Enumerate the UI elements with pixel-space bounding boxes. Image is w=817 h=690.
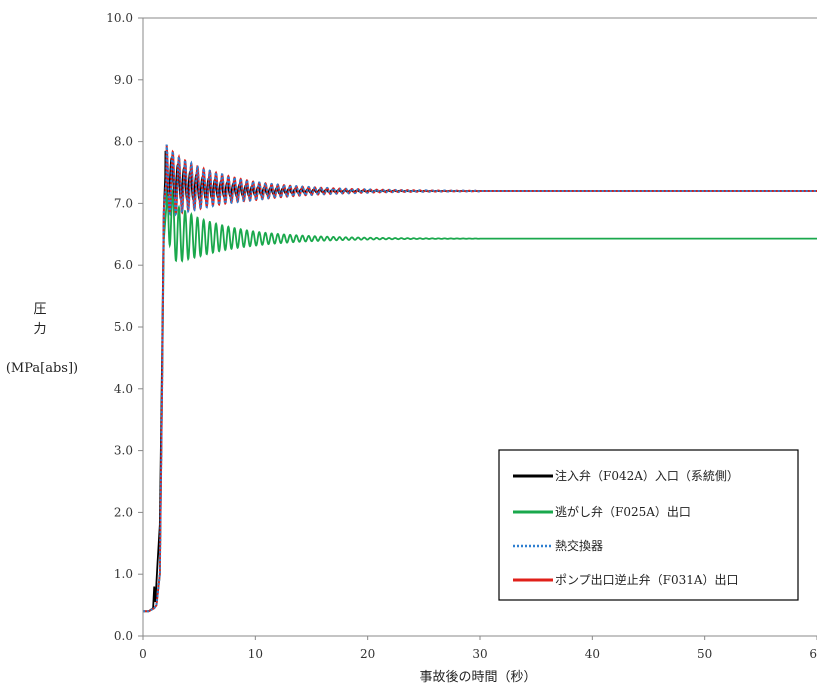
legend-label-2: 熱交換器 [555, 538, 603, 553]
x-tick-label: 40 [585, 647, 600, 661]
legend: 注入弁（F042A）入口（系統側） 逃がし弁（F025A）出口熱交換器ポンプ出口逆… [498, 449, 799, 601]
y-tick-label: 0.0 [114, 629, 133, 643]
x-tick-label: 30 [472, 647, 487, 661]
legend-label-1: 逃がし弁（F025A）出口 [555, 504, 691, 519]
x-tick-label: 20 [360, 647, 375, 661]
x-tick-label: 60 [809, 647, 817, 661]
x-axis-label: 事故後の時間（秒） [419, 670, 536, 685]
x-axis-ticks: 0 10 20 30 40 50 60 [139, 636, 817, 661]
y-tick-label: 8.0 [114, 135, 133, 149]
y-tick-label: 6.0 [114, 258, 133, 272]
x-tick-label: 10 [248, 647, 263, 661]
y-tick-label: 9.0 [114, 73, 133, 87]
y-tick-label: 2.0 [114, 505, 133, 519]
series-layer [143, 144, 817, 613]
y-axis-ticks: 0.0 1.0 2.0 3.0 4.0 5.0 6.0 7.0 8.0 9.0 10.0 [106, 11, 143, 643]
series-line-3 [143, 144, 817, 613]
y-tick-label: 1.0 [114, 567, 133, 581]
y-axis-label-1: 圧 [33, 302, 46, 317]
legend-label-0: 注入弁（F042A）入口（系統側） [555, 468, 739, 483]
y-tick-label: 7.0 [114, 196, 133, 210]
y-axis-label-2: 力 [33, 322, 46, 337]
y-tick-label: 4.0 [114, 382, 133, 396]
y-tick-label: 10.0 [106, 11, 133, 25]
y-axis-label-unit: (MPa[abs]) [6, 361, 78, 376]
y-tick-label: 5.0 [114, 320, 133, 334]
x-tick-label: 0 [139, 647, 147, 661]
x-tick-label: 50 [697, 647, 712, 661]
y-tick-label: 3.0 [114, 444, 133, 458]
legend-label-3: ポンプ出口逆止弁（F031A）出口 [555, 572, 739, 587]
series-line-1 [143, 169, 817, 613]
